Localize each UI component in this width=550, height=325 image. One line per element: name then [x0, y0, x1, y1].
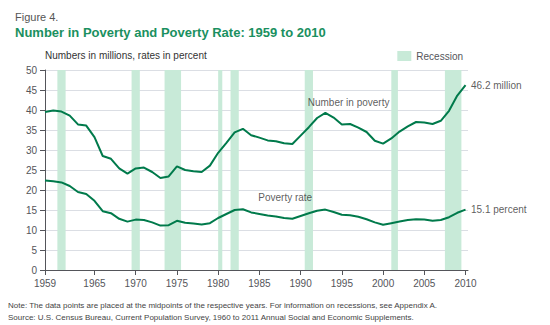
svg-text:20: 20: [26, 185, 38, 196]
svg-text:1985: 1985: [248, 278, 271, 289]
svg-text:1975: 1975: [166, 278, 189, 289]
svg-text:1995: 1995: [331, 278, 354, 289]
svg-text:35: 35: [26, 125, 38, 136]
svg-text:1959: 1959: [34, 278, 57, 289]
svg-text:15: 15: [26, 205, 38, 216]
svg-text:5: 5: [31, 245, 37, 256]
svg-text:1980: 1980: [207, 278, 230, 289]
svg-text:10: 10: [26, 225, 38, 236]
svg-text:1990: 1990: [289, 278, 312, 289]
svg-text:40: 40: [26, 105, 38, 116]
svg-text:45: 45: [26, 85, 38, 96]
svg-text:Figure 4.: Figure 4.: [15, 11, 58, 23]
svg-text:50: 50: [26, 65, 38, 76]
svg-text:2005: 2005: [413, 278, 436, 289]
svg-text:Note: The data points are plac: Note: The data points are placed at the …: [8, 301, 437, 310]
svg-text:1970: 1970: [125, 278, 148, 289]
svg-text:15.1 percent: 15.1 percent: [471, 204, 527, 215]
svg-text:2010: 2010: [454, 278, 477, 289]
svg-text:46.2 million: 46.2 million: [471, 80, 522, 91]
svg-text:Number in Poverty and Poverty: Number in Poverty and Poverty Rate: 1959…: [15, 25, 326, 40]
svg-text:2000: 2000: [372, 278, 395, 289]
svg-text:Number in poverty: Number in poverty: [308, 97, 390, 108]
svg-text:Poverty rate: Poverty rate: [258, 192, 312, 203]
svg-text:30: 30: [26, 145, 38, 156]
svg-text:1965: 1965: [83, 278, 106, 289]
svg-text:Numbers in millions, rates in: Numbers in millions, rates in percent: [45, 50, 207, 61]
svg-text:Source: U.S. Census Bureau, Cu: Source: U.S. Census Bureau, Current Popu…: [8, 313, 414, 322]
svg-text:0: 0: [31, 265, 37, 276]
svg-text:25: 25: [26, 165, 38, 176]
svg-text:Recession: Recession: [416, 51, 463, 62]
